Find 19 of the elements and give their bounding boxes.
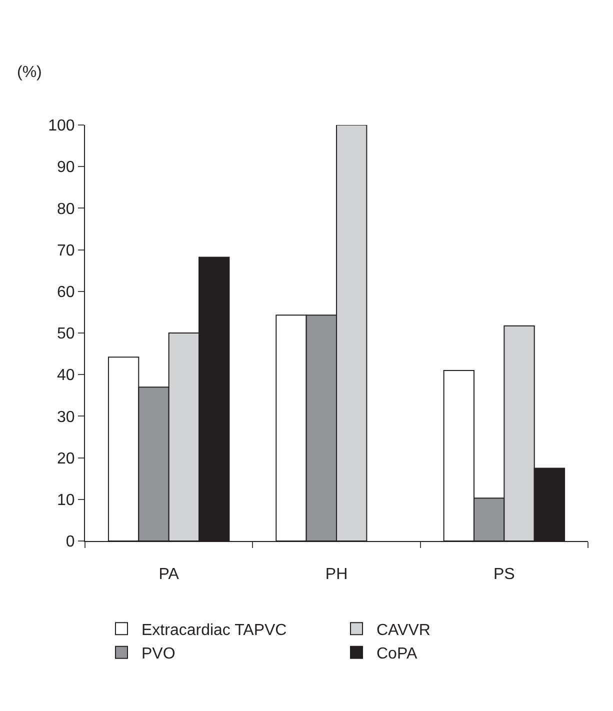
y-axis-title: (%)	[17, 64, 42, 81]
y-tick-label: 60	[57, 284, 75, 301]
y-tick-label: 30	[57, 408, 75, 426]
legend-label: Extracardiac TAPVC	[142, 622, 287, 639]
x-tick-label: PH	[325, 566, 348, 584]
legend-label: CAVVR	[376, 622, 430, 639]
legend-label: PVO	[142, 646, 176, 663]
y-tick-label: 90	[57, 159, 75, 176]
legend-label: CoPA	[376, 646, 418, 663]
y-tick-label: 80	[57, 200, 75, 218]
x-tick-label: PA	[158, 566, 180, 584]
y-tick-label: 50	[57, 326, 75, 343]
x-tick-label: PS	[494, 566, 515, 584]
y-tick-label: 70	[57, 242, 75, 260]
y-tick-label: 0	[66, 534, 75, 551]
y-tick-label: 40	[57, 367, 75, 384]
y-tick-label: 100	[48, 118, 75, 135]
y-tick-label: 20	[57, 450, 75, 468]
y-tick-label: 10	[57, 492, 75, 509]
